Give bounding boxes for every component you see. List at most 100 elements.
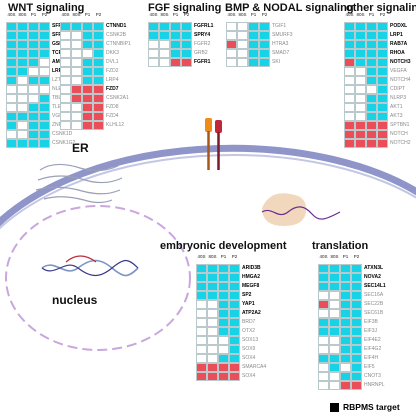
heatmap-cell	[318, 318, 329, 327]
heatmap-cell	[344, 121, 355, 130]
gene-label: SPTBN1	[390, 122, 410, 128]
gene-label: FZD4	[106, 113, 119, 119]
heatmap-cell	[218, 309, 229, 318]
heatmap-cell	[344, 103, 355, 112]
heatmap-cell	[351, 354, 362, 363]
heatmap-cell	[318, 345, 329, 354]
heatmap-cell	[196, 309, 207, 318]
heatmap-cell	[6, 112, 17, 121]
gene-label: SMAD7	[272, 50, 290, 56]
legend-label: RBPMS target	[343, 402, 400, 412]
heatmap-cell	[60, 40, 71, 49]
heatmap-cell	[28, 49, 39, 58]
heatmap-cell	[82, 67, 93, 76]
column-header: P2	[183, 12, 190, 17]
heatmap-cell	[351, 345, 362, 354]
heatmap-cell	[181, 58, 192, 67]
heatmap-cell	[71, 22, 82, 31]
heatmap-cell	[351, 327, 362, 336]
heatmap-cell	[229, 354, 240, 363]
heatmap-cell	[60, 112, 71, 121]
heatmap-cell	[196, 345, 207, 354]
heatmap-cell	[196, 327, 207, 336]
heatmap-cell	[82, 103, 93, 112]
heatmap-cell	[355, 67, 366, 76]
heatmap-cell	[329, 318, 340, 327]
heatmap-cell	[344, 76, 355, 85]
heatmap-cell	[340, 291, 351, 300]
heatmap-cell	[355, 85, 366, 94]
heatmap-cell	[237, 40, 248, 49]
heatmap-cell	[218, 354, 229, 363]
heatmap-cell	[6, 103, 17, 112]
heatmap-cell	[159, 40, 170, 49]
nucleus-envelope	[5, 205, 191, 351]
heatmap-cell	[329, 291, 340, 300]
heatmap-cell	[82, 22, 93, 31]
heatmap-cell	[351, 381, 362, 390]
heatmap-cell	[28, 139, 39, 148]
gene-label: GRB2	[194, 50, 208, 56]
heatmap-cell	[340, 318, 351, 327]
heatmap-cell	[340, 327, 351, 336]
heatmap-cell	[355, 40, 366, 49]
gene-label: SMURF3	[272, 32, 293, 38]
heatmap-cell	[159, 22, 170, 31]
gene-label: CSNK1D	[52, 131, 73, 137]
heatmap-cell	[6, 22, 17, 31]
heatmap-cell	[207, 309, 218, 318]
heatmap-cell	[218, 327, 229, 336]
heatmap-cell	[6, 40, 17, 49]
gene-label: EIF4G2	[364, 346, 382, 352]
heatmap-cell	[93, 85, 104, 94]
heatmap-cell	[351, 282, 362, 291]
heatmap-cell	[318, 327, 329, 336]
gene-label: FZD2	[106, 68, 119, 74]
bmp-title: BMP & NODAL signaling	[225, 2, 354, 14]
gene-label: VEGFA	[390, 68, 407, 74]
heatmap-cell	[170, 49, 181, 58]
heatmap-cell	[60, 94, 71, 103]
heatmap-cell	[377, 22, 388, 31]
gene-label: FGFR2	[194, 41, 211, 47]
heatmap-cell	[196, 318, 207, 327]
heatmap-cell	[207, 264, 218, 273]
heatmap-cell	[355, 76, 366, 85]
heatmap-cell	[93, 40, 104, 49]
heatmap-cell	[207, 345, 218, 354]
heatmap-cell	[351, 309, 362, 318]
heatmap-cell	[218, 264, 229, 273]
heatmap-cell	[39, 49, 50, 58]
column-header: 80S	[330, 254, 339, 259]
heatmap-cell	[196, 336, 207, 345]
heatmap-cell	[340, 381, 351, 390]
nucleus-label: nucleus	[52, 293, 98, 307]
gene-label: EIF4H	[364, 355, 379, 361]
heatmap-cell	[377, 85, 388, 94]
heatmap-cell	[17, 58, 28, 67]
heatmap-cell	[82, 49, 93, 58]
heatmap-cell	[28, 121, 39, 130]
heatmap-cell	[377, 139, 388, 148]
heatmap-cell	[377, 121, 388, 130]
heatmap-cell	[82, 58, 93, 67]
heatmap-cell	[93, 22, 104, 31]
heatmap-cell	[6, 94, 17, 103]
gene-label: VGLL4	[52, 112, 68, 121]
heatmap-cell	[237, 22, 248, 31]
heatmap-cell	[237, 58, 248, 67]
gene-label: LRP1	[390, 32, 403, 38]
gene-label: CNOT3	[364, 373, 381, 379]
heatmap-cell	[248, 31, 259, 40]
heatmap-cell	[28, 76, 39, 85]
heatmap-cell	[60, 49, 71, 58]
heatmap-cell	[218, 291, 229, 300]
column-header: 80S	[238, 12, 247, 17]
embryonic-title: embryonic development	[160, 240, 287, 252]
heatmap-cell	[82, 85, 93, 94]
heatmap-cell	[259, 40, 270, 49]
heatmap-cell	[28, 130, 39, 139]
heatmap-cell	[28, 67, 39, 76]
heatmap-cell	[351, 336, 362, 345]
